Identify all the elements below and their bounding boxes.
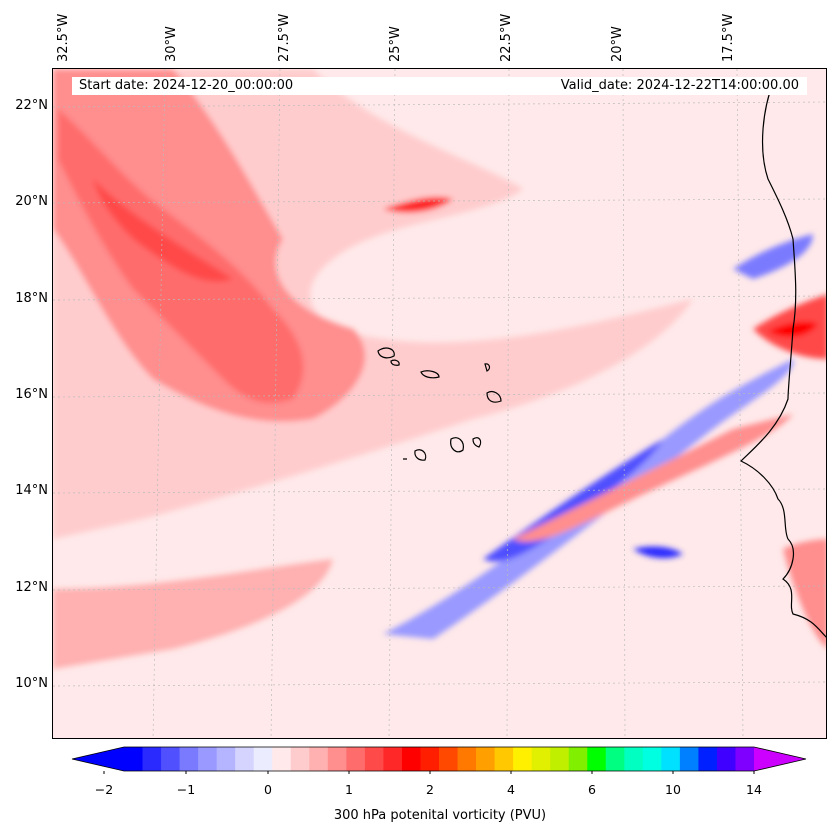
colorbar-tick: 14: [746, 782, 762, 797]
coastline: [377, 82, 826, 638]
colorbar-swatch: [439, 747, 459, 771]
colorbar-swatch: [290, 747, 310, 771]
pv-field-map: [53, 69, 826, 738]
pv-streak-red-north: [383, 197, 453, 213]
colorbar: [71, 746, 807, 774]
colorbar-swatch: [124, 747, 144, 771]
colorbar-swatch: [179, 747, 199, 771]
colorbar-tick: 2: [426, 782, 434, 797]
colorbar-swatch: [309, 747, 329, 771]
lon-label-25w: 25°W: [388, 26, 403, 62]
colorbar-extend-left: [72, 747, 124, 771]
start-date: Start date: 2024-12-20_00:00:00: [79, 78, 294, 93]
lon-label-27-5w: 27.5°W: [277, 13, 292, 62]
pv-blob-red-southeast: [783, 539, 826, 648]
pv-blob-blue-south: [633, 546, 683, 559]
colorbar-tick: −2: [94, 782, 114, 797]
colorbar-swatch: [346, 747, 366, 771]
colorbar-swatch: [457, 747, 477, 771]
lat-label-14n: 14°N: [15, 483, 48, 498]
colorbar-label: 300 hPa potenital vorticity (PVU): [333, 808, 547, 823]
colorbar-swatch: [476, 747, 496, 771]
pv-band-red: [513, 414, 793, 542]
colorbar-swatch: [568, 747, 588, 771]
colorbar-swatch: [161, 747, 181, 771]
colorbar-tick: 10: [665, 782, 681, 797]
pv-band-blue-core: [483, 439, 663, 562]
colorbar-swatch: [272, 747, 292, 771]
colorbar-tick: 6: [588, 782, 596, 797]
colorbar-swatch: [253, 747, 273, 771]
colorbar-swatch: [661, 747, 681, 771]
valid-date: Valid_date: 2024-12-22T14:00:00.00: [560, 78, 799, 93]
colorbar-swatch: [698, 747, 718, 771]
lat-label-18n: 18°N: [15, 291, 48, 306]
lat-label-16n: 16°N: [15, 387, 48, 402]
cape-verde-north: [377, 347, 502, 403]
lat-label-12n: 12°N: [15, 580, 48, 595]
map-panel: [52, 68, 827, 739]
colorbar-tick: 4: [507, 782, 515, 797]
lat-label-20n: 20°N: [15, 194, 48, 209]
colorbar-swatch: [587, 747, 607, 771]
colorbar-swatch: [550, 747, 570, 771]
colorbar-swatch: [624, 747, 644, 771]
colorbar-swatch: [716, 747, 736, 771]
colorbar-swatch: [642, 747, 662, 771]
date-banner: Start date: 2024-12-20_00:00:00 Valid_da…: [72, 77, 807, 95]
colorbar-extend-right: [754, 747, 806, 771]
colorbar-swatch: [364, 747, 384, 771]
colorbar-tick: −1: [176, 782, 196, 797]
lon-label-22-5w: 22.5°W: [499, 13, 514, 62]
lat-label-10n: 10°N: [15, 676, 48, 691]
cape-verde-south: [403, 437, 482, 461]
colorbar-swatch: [605, 747, 625, 771]
colorbar-tick: 1: [345, 782, 353, 797]
lon-label-17-5w: 17.5°W: [721, 13, 736, 62]
colorbar-swatch: [383, 747, 403, 771]
colorbar-swatch: [513, 747, 533, 771]
colorbar-swatch: [494, 747, 514, 771]
pv-region-band-south: [53, 559, 333, 669]
colorbar-tick: 0: [264, 782, 272, 797]
graticule: [53, 69, 826, 738]
lat-label-22n: 22°N: [15, 98, 48, 113]
pv-contours: [53, 69, 826, 669]
colorbar-swatch: [531, 747, 551, 771]
lon-label-32-5w: 32.5°W: [56, 13, 71, 62]
africa-coastline: [739, 82, 826, 638]
colorbar-swatch: [235, 747, 255, 771]
pv-region-core-west: [93, 179, 233, 282]
colorbar-swatch: [401, 747, 421, 771]
colorbar-swatch: [420, 747, 440, 771]
colorbar-swatch: [679, 747, 699, 771]
lon-label-30w: 30°W: [164, 26, 179, 62]
pv-blob-blue-east: [733, 234, 813, 279]
colorbar-swatch: [198, 747, 218, 771]
colorbar-swatch: [142, 747, 162, 771]
colorbar-outline: [71, 746, 807, 772]
colorbar-swatch: [216, 747, 236, 771]
lon-label-20w: 20°W: [610, 26, 625, 62]
colorbar-swatch: [735, 747, 755, 771]
colorbar-swatch: [327, 747, 347, 771]
